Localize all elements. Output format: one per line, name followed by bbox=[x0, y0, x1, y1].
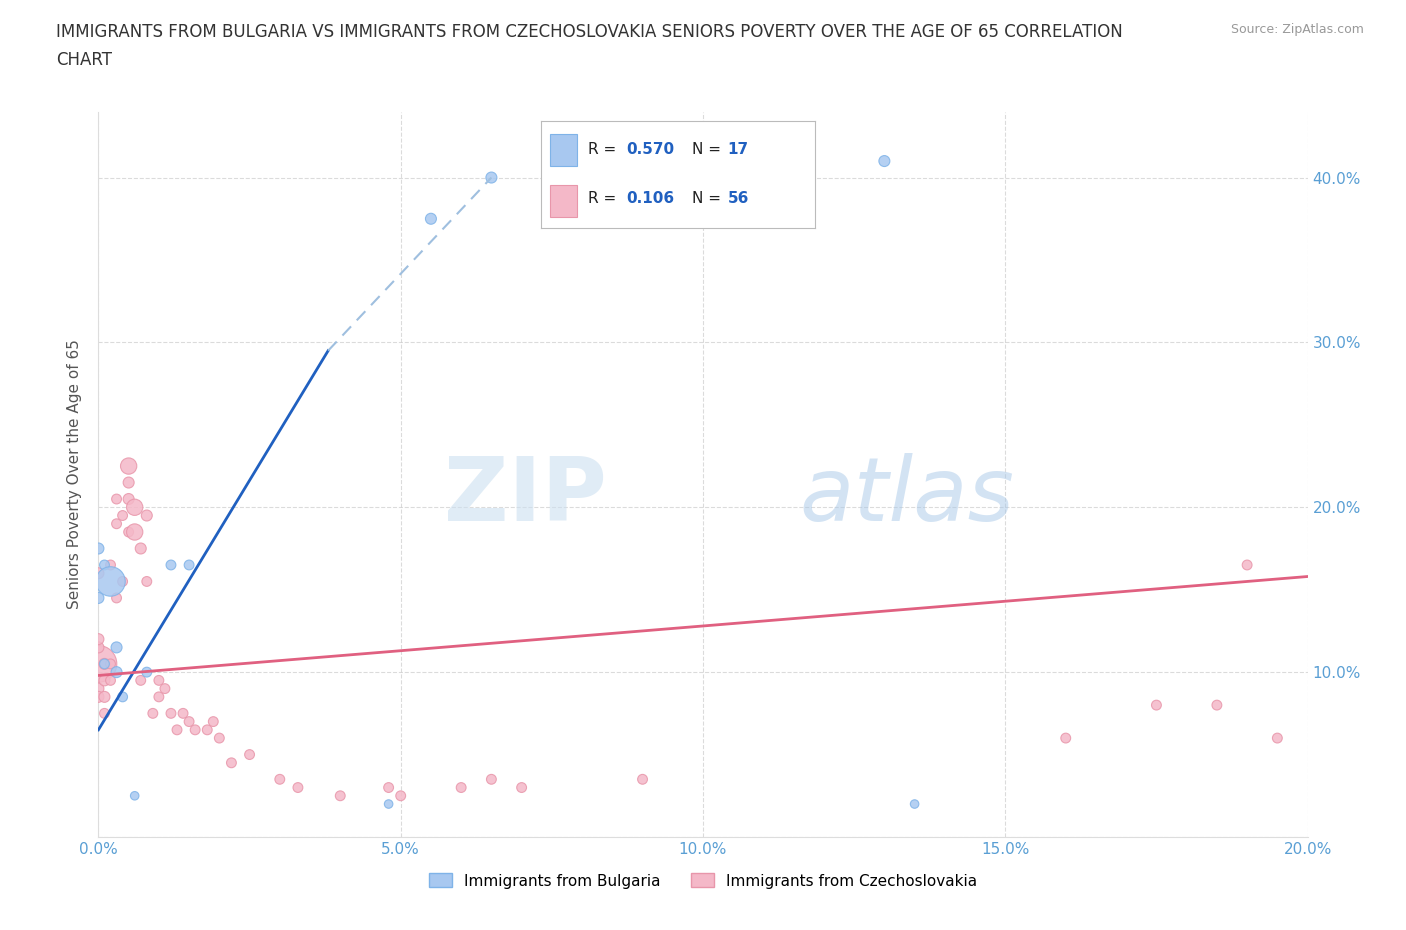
Point bbox=[100, 557, 122, 572]
Text: 17: 17 bbox=[728, 142, 749, 157]
Point bbox=[135, 574, 157, 589]
Point bbox=[510, 780, 533, 795]
Legend: Immigrants from Bulgaria, Immigrants from Czechoslovakia: Immigrants from Bulgaria, Immigrants fro… bbox=[423, 868, 983, 895]
Point bbox=[904, 797, 927, 812]
Point bbox=[129, 541, 152, 556]
Point bbox=[93, 557, 115, 572]
Point bbox=[105, 516, 128, 531]
Point bbox=[87, 657, 110, 671]
Point bbox=[166, 723, 188, 737]
Point bbox=[377, 780, 399, 795]
Point bbox=[105, 492, 128, 507]
Text: N =: N = bbox=[692, 192, 721, 206]
Point bbox=[105, 591, 128, 605]
Point bbox=[329, 789, 352, 804]
Point bbox=[160, 706, 183, 721]
Point bbox=[93, 657, 115, 671]
Point bbox=[1054, 731, 1077, 746]
Point bbox=[135, 665, 157, 680]
Text: R =: R = bbox=[588, 142, 616, 157]
Bar bbox=[550, 185, 576, 218]
Text: R =: R = bbox=[588, 192, 616, 206]
Point bbox=[221, 755, 243, 770]
Point bbox=[631, 772, 654, 787]
Point bbox=[450, 780, 472, 795]
Point bbox=[87, 591, 110, 605]
Point bbox=[118, 525, 141, 539]
Point bbox=[118, 475, 141, 490]
Point bbox=[87, 681, 110, 696]
Point bbox=[93, 689, 115, 704]
Point bbox=[124, 499, 146, 514]
Point bbox=[481, 170, 503, 185]
Text: CHART: CHART bbox=[56, 51, 112, 69]
Point bbox=[100, 673, 122, 688]
Bar bbox=[550, 134, 576, 166]
Point bbox=[105, 640, 128, 655]
Point bbox=[111, 574, 134, 589]
Point bbox=[389, 789, 412, 804]
Point bbox=[87, 565, 110, 580]
Point bbox=[179, 557, 201, 572]
Point bbox=[142, 706, 165, 721]
Point bbox=[160, 557, 183, 572]
Point bbox=[1267, 731, 1289, 746]
Point bbox=[148, 673, 170, 688]
Point bbox=[100, 574, 122, 589]
Point bbox=[481, 772, 503, 787]
Text: 0.570: 0.570 bbox=[626, 142, 675, 157]
Point bbox=[1236, 557, 1258, 572]
Point bbox=[1206, 698, 1229, 712]
Text: 0.106: 0.106 bbox=[626, 192, 675, 206]
Point bbox=[208, 731, 231, 746]
Point bbox=[420, 211, 443, 226]
Point bbox=[202, 714, 225, 729]
Point bbox=[87, 541, 110, 556]
Point bbox=[87, 631, 110, 646]
Text: atlas: atlas bbox=[800, 453, 1015, 539]
Point bbox=[111, 689, 134, 704]
Point bbox=[148, 689, 170, 704]
Text: Source: ZipAtlas.com: Source: ZipAtlas.com bbox=[1230, 23, 1364, 36]
Point bbox=[87, 689, 110, 704]
Point bbox=[184, 723, 207, 737]
Point bbox=[111, 508, 134, 523]
Point bbox=[93, 657, 115, 671]
Point bbox=[100, 657, 122, 671]
Point bbox=[87, 640, 110, 655]
Point bbox=[377, 797, 399, 812]
Point bbox=[153, 681, 176, 696]
Point bbox=[93, 706, 115, 721]
Text: N =: N = bbox=[692, 142, 721, 157]
Point bbox=[118, 458, 141, 473]
Point bbox=[269, 772, 291, 787]
Point bbox=[135, 508, 157, 523]
Point bbox=[287, 780, 309, 795]
Point bbox=[179, 714, 201, 729]
Text: 56: 56 bbox=[728, 192, 749, 206]
Point bbox=[105, 665, 128, 680]
Text: IMMIGRANTS FROM BULGARIA VS IMMIGRANTS FROM CZECHOSLOVAKIA SENIORS POVERTY OVER : IMMIGRANTS FROM BULGARIA VS IMMIGRANTS F… bbox=[56, 23, 1123, 41]
Point bbox=[172, 706, 194, 721]
Point bbox=[195, 723, 218, 737]
Point bbox=[239, 747, 262, 762]
Point bbox=[93, 673, 115, 688]
Y-axis label: Seniors Poverty Over the Age of 65: Seniors Poverty Over the Age of 65 bbox=[67, 339, 83, 609]
Text: ZIP: ZIP bbox=[443, 453, 606, 539]
Point bbox=[124, 789, 146, 804]
Point bbox=[1144, 698, 1167, 712]
Point bbox=[118, 492, 141, 507]
Point bbox=[124, 525, 146, 539]
Point bbox=[129, 673, 152, 688]
Point bbox=[873, 153, 896, 168]
